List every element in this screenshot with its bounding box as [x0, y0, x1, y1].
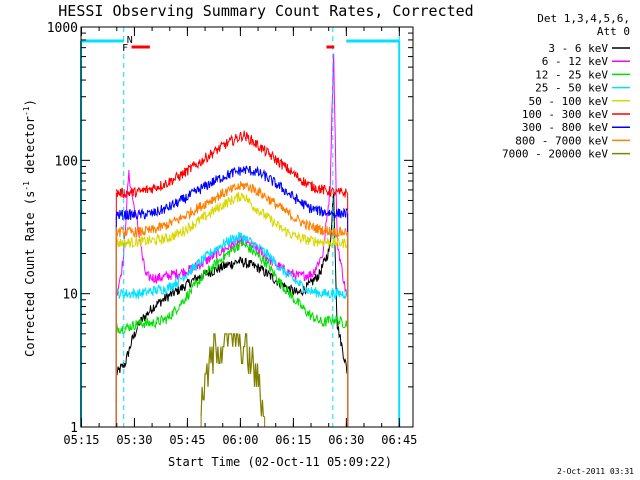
- axis-layer: 1 10 100 1000 05:15 05:30 05:45 06:00 06:15 06:30…: [47, 21, 418, 447]
- y-tick-label: 1000: [47, 21, 78, 36]
- x-tick-label: 05:30: [116, 433, 152, 447]
- y-axis-label-end: ): [23, 99, 37, 106]
- x-tick-label: 06:15: [275, 433, 311, 447]
- x-tick-label: 06:00: [222, 433, 258, 447]
- series-800-7000-keV-group: [115, 181, 349, 427]
- legend-item-label: 100 - 300 keV: [522, 108, 608, 121]
- legend-item-label: 800 - 7000 keV: [515, 134, 608, 147]
- y-axis-label-sup2: -1: [22, 106, 31, 116]
- y-axis-label-main: Corrected Count Rate (s: [23, 191, 37, 357]
- series-line: [115, 193, 348, 376]
- x-tick-label: 06:45: [381, 433, 417, 447]
- x-tick-label: 05:45: [169, 433, 205, 447]
- y-axis-label-mid: detector: [23, 116, 37, 181]
- plot-frame: [80, 26, 414, 428]
- legend-item-label: 50 - 100 keV: [529, 95, 609, 108]
- y-axis-label-group: Corrected Count Rate (s-1 detector-1): [22, 99, 37, 357]
- y-tick-label: 100: [55, 154, 78, 169]
- series-line: [115, 53, 348, 300]
- y-tick-label: 10: [62, 288, 78, 303]
- marker-N: N: [127, 35, 133, 46]
- x-tick-label: 05:15: [63, 433, 99, 447]
- marker-F: F: [122, 43, 128, 54]
- legend-item-label: 6 - 12 keV: [542, 55, 609, 68]
- legend-header-line: Det 1,3,4,5,6,: [537, 12, 630, 25]
- legend-item-label: 300 - 800 keV: [522, 121, 608, 134]
- series-layer: [115, 53, 349, 427]
- timestamp: 2-Oct-2011 03:31: [557, 467, 634, 476]
- legend-item-label: 3 - 6 keV: [548, 42, 608, 55]
- series-line: [115, 231, 348, 301]
- series-line: [115, 165, 348, 221]
- legend-item-label: 25 - 50 keV: [535, 82, 608, 95]
- legend-item-label: 12 - 25 keV: [535, 68, 608, 81]
- y-axis-label: Corrected Count Rate (s-1 detector-1): [22, 99, 37, 357]
- series-line: [200, 333, 265, 417]
- x-tick-label: 06:30: [328, 433, 364, 447]
- series-line: [115, 239, 348, 335]
- legend-header-line: Att 0: [597, 25, 630, 38]
- series-7000-20000-keV-group: [200, 333, 266, 427]
- series-line: [115, 191, 348, 250]
- series-line: [115, 181, 348, 239]
- y-axis-label-sup1: -1: [22, 181, 31, 191]
- x-axis-label: Start Time (02-Oct-11 05:09:22): [168, 455, 392, 469]
- series-line: [115, 130, 348, 198]
- legend-item-label: 7000 - 20000 keV: [502, 148, 608, 161]
- chart-title: HESSI Observing Summary Count Rates, Cor…: [58, 2, 473, 20]
- y-tick-label: 1: [70, 421, 78, 436]
